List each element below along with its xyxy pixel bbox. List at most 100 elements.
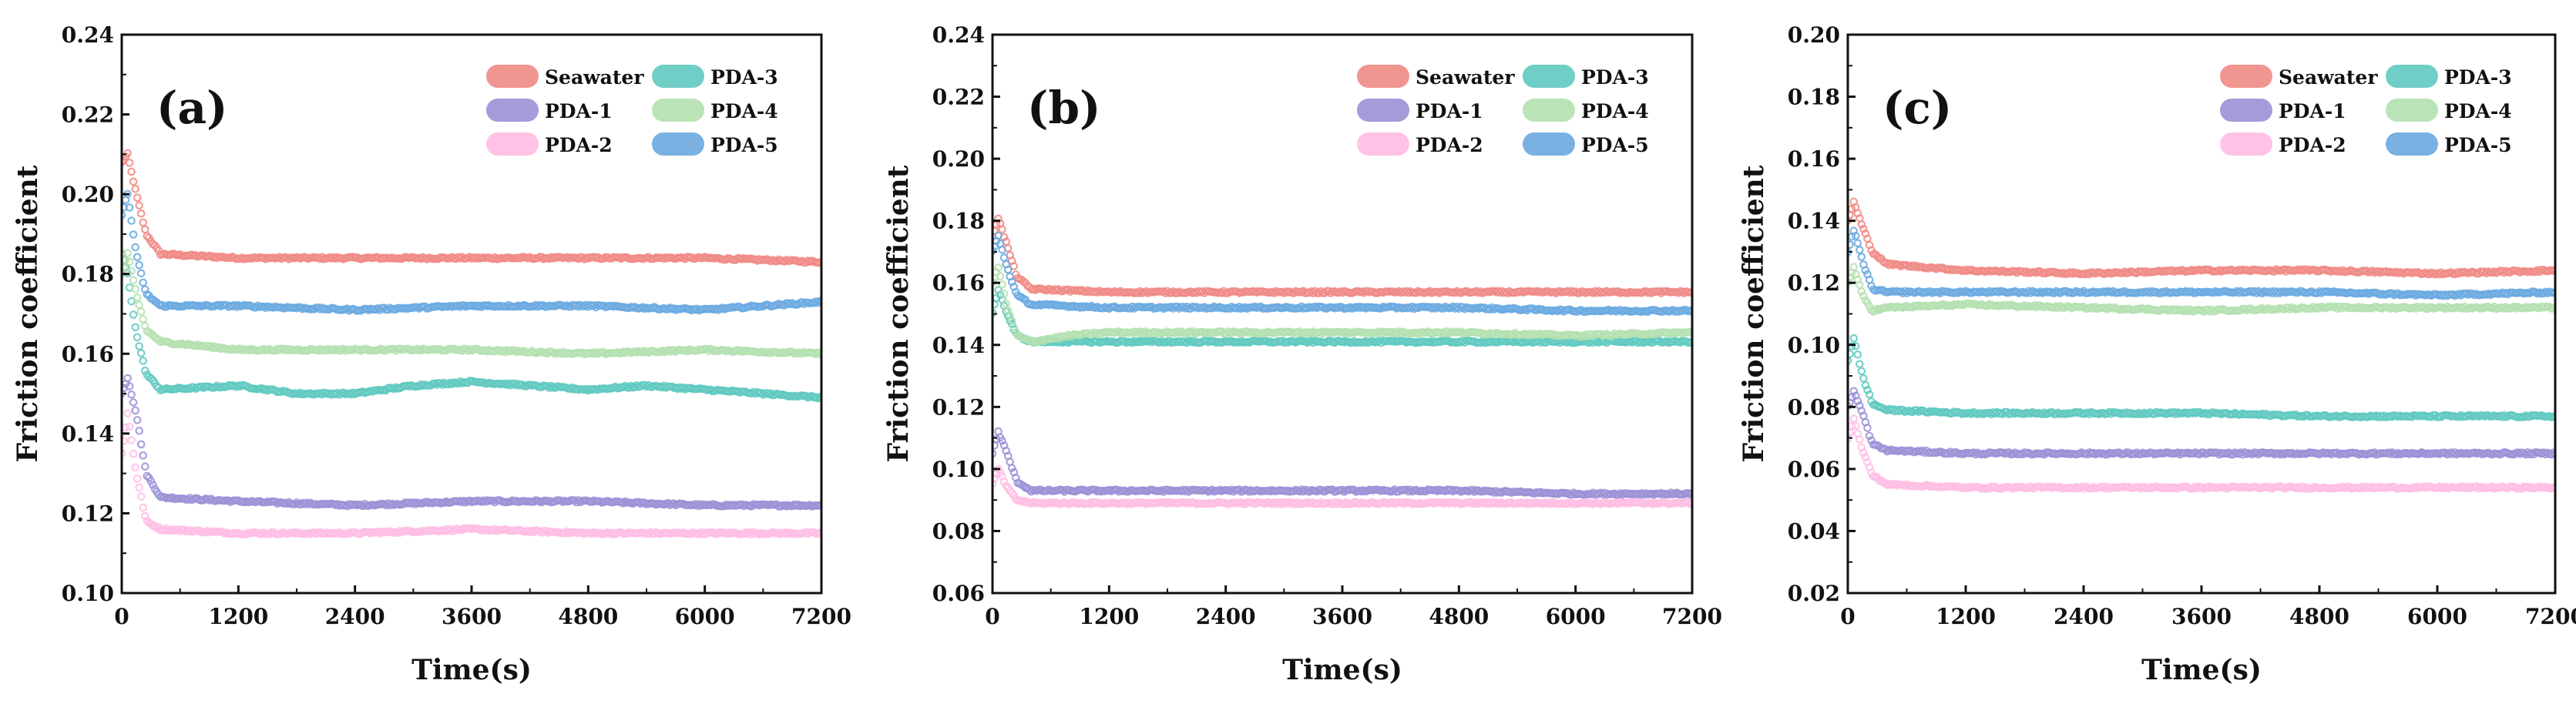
- y-axis-title: Friction coefficient: [12, 165, 44, 462]
- data-point: [1688, 489, 1692, 498]
- data-point: [998, 280, 1006, 289]
- series-pda-4: [992, 263, 1692, 347]
- data-point: [998, 225, 1006, 234]
- y-tick-label: 0.22: [62, 102, 114, 128]
- y-tick-label: 0.20: [62, 182, 114, 207]
- data-point: [1009, 262, 1018, 270]
- chart-panel-a: 0.100.120.140.160.180.200.220.240 1200 240…: [12, 22, 851, 686]
- data-point: [139, 503, 147, 512]
- legend-label: Seawater: [1416, 66, 1515, 89]
- data-point: [136, 349, 146, 357]
- panel-label: (b): [1027, 82, 1100, 134]
- data-point: [141, 225, 149, 234]
- legend-label: PDA-3: [1581, 66, 1649, 89]
- data-point: [125, 257, 134, 266]
- series-pda-1: [122, 374, 821, 511]
- data-point: [127, 216, 136, 225]
- x-tick-label: 7200: [791, 604, 851, 629]
- data-point: [122, 437, 128, 445]
- data-point: [1849, 387, 1858, 396]
- series-seawater: [122, 149, 821, 267]
- data-point: [136, 269, 146, 278]
- data-point: [136, 209, 146, 218]
- x-tick-label: 6000: [675, 604, 735, 629]
- data-point: [146, 374, 156, 383]
- data-point: [131, 185, 139, 193]
- data-point: [1007, 464, 1016, 472]
- x-tick-label: 6000: [1546, 604, 1606, 629]
- x-axis-title: Time(s): [1282, 654, 1402, 686]
- x-tick-label: 7200: [1662, 604, 1722, 629]
- x-tick-label: 3600: [442, 604, 502, 629]
- legend-label: Seawater: [545, 66, 644, 89]
- data-point: [139, 357, 147, 365]
- x-tick-label: 2400: [325, 604, 385, 629]
- y-tick-label: 0.24: [62, 22, 114, 48]
- data-point: [149, 481, 157, 489]
- legend-label: PDA-3: [710, 66, 778, 89]
- data-point: [131, 406, 139, 415]
- data-point: [123, 249, 132, 257]
- x-tick-label: 0: [114, 604, 129, 629]
- legend-item: PDA-2: [1357, 132, 1483, 156]
- data-point: [131, 323, 139, 332]
- legend-swatch: [486, 65, 539, 88]
- data-point: [127, 167, 136, 176]
- legend-item: PDA-4: [652, 99, 778, 122]
- chart-panel-b: 0.060.080.100.120.140.160.180.200.220.24…: [882, 22, 1722, 686]
- y-axis-title: Friction coefficient: [882, 165, 915, 462]
- data-point: [133, 253, 142, 261]
- legend-swatch: [1523, 65, 1575, 88]
- data-point: [817, 529, 821, 538]
- y-tick-label: 0.14: [62, 421, 114, 447]
- data-point: [131, 463, 139, 471]
- data-point: [1688, 338, 1692, 347]
- data-point: [129, 230, 138, 239]
- data-point: [817, 350, 821, 359]
- data-point: [136, 307, 146, 316]
- legend-label: PDA-2: [545, 134, 613, 156]
- y-tick-label: 0.10: [932, 457, 985, 482]
- legend-swatch: [1357, 65, 1409, 88]
- data-point: [127, 266, 136, 276]
- data-point: [133, 193, 142, 203]
- chart-panel-c: 0.020.040.060.080.100.120.140.160.180.20…: [1738, 22, 2576, 686]
- data-point: [125, 382, 134, 390]
- data-point: [1688, 306, 1692, 314]
- data-point: [1003, 265, 1013, 274]
- data-point: [1865, 431, 1874, 441]
- y-tick-label: 0.22: [932, 85, 985, 110]
- data-point: [1857, 220, 1866, 229]
- data-point: [135, 201, 143, 209]
- x-tick-label: 3600: [1312, 604, 1372, 629]
- data-point: [139, 278, 147, 287]
- data-point: [127, 436, 136, 444]
- data-point: [999, 290, 1009, 298]
- y-tick-label: 0.12: [932, 394, 985, 420]
- data-point: [817, 393, 821, 402]
- data-point: [139, 218, 147, 227]
- series-pda-5: [122, 189, 821, 315]
- x-tick-label: 1200: [208, 604, 268, 629]
- legend-swatch: [652, 99, 704, 122]
- data-point: [1853, 397, 1862, 405]
- legend-swatch: [1523, 99, 1575, 122]
- legend-label: PDA-4: [1581, 100, 1649, 122]
- legend-label: PDA-4: [710, 100, 778, 122]
- data-point: [1688, 288, 1692, 297]
- y-tick-label: 0.10: [62, 581, 114, 606]
- data-point: [994, 231, 1003, 240]
- legend-label: PDA-2: [1416, 134, 1483, 156]
- data-point: [133, 333, 142, 342]
- data-point: [127, 390, 136, 399]
- data-point: [129, 398, 138, 407]
- y-tick-label: 0.20: [932, 146, 985, 172]
- series-pda-1: [1848, 387, 2555, 459]
- data-point: [1003, 307, 1013, 315]
- data-point: [122, 263, 128, 272]
- data-point: [141, 511, 149, 521]
- legend-item: PDA-3: [652, 65, 778, 89]
